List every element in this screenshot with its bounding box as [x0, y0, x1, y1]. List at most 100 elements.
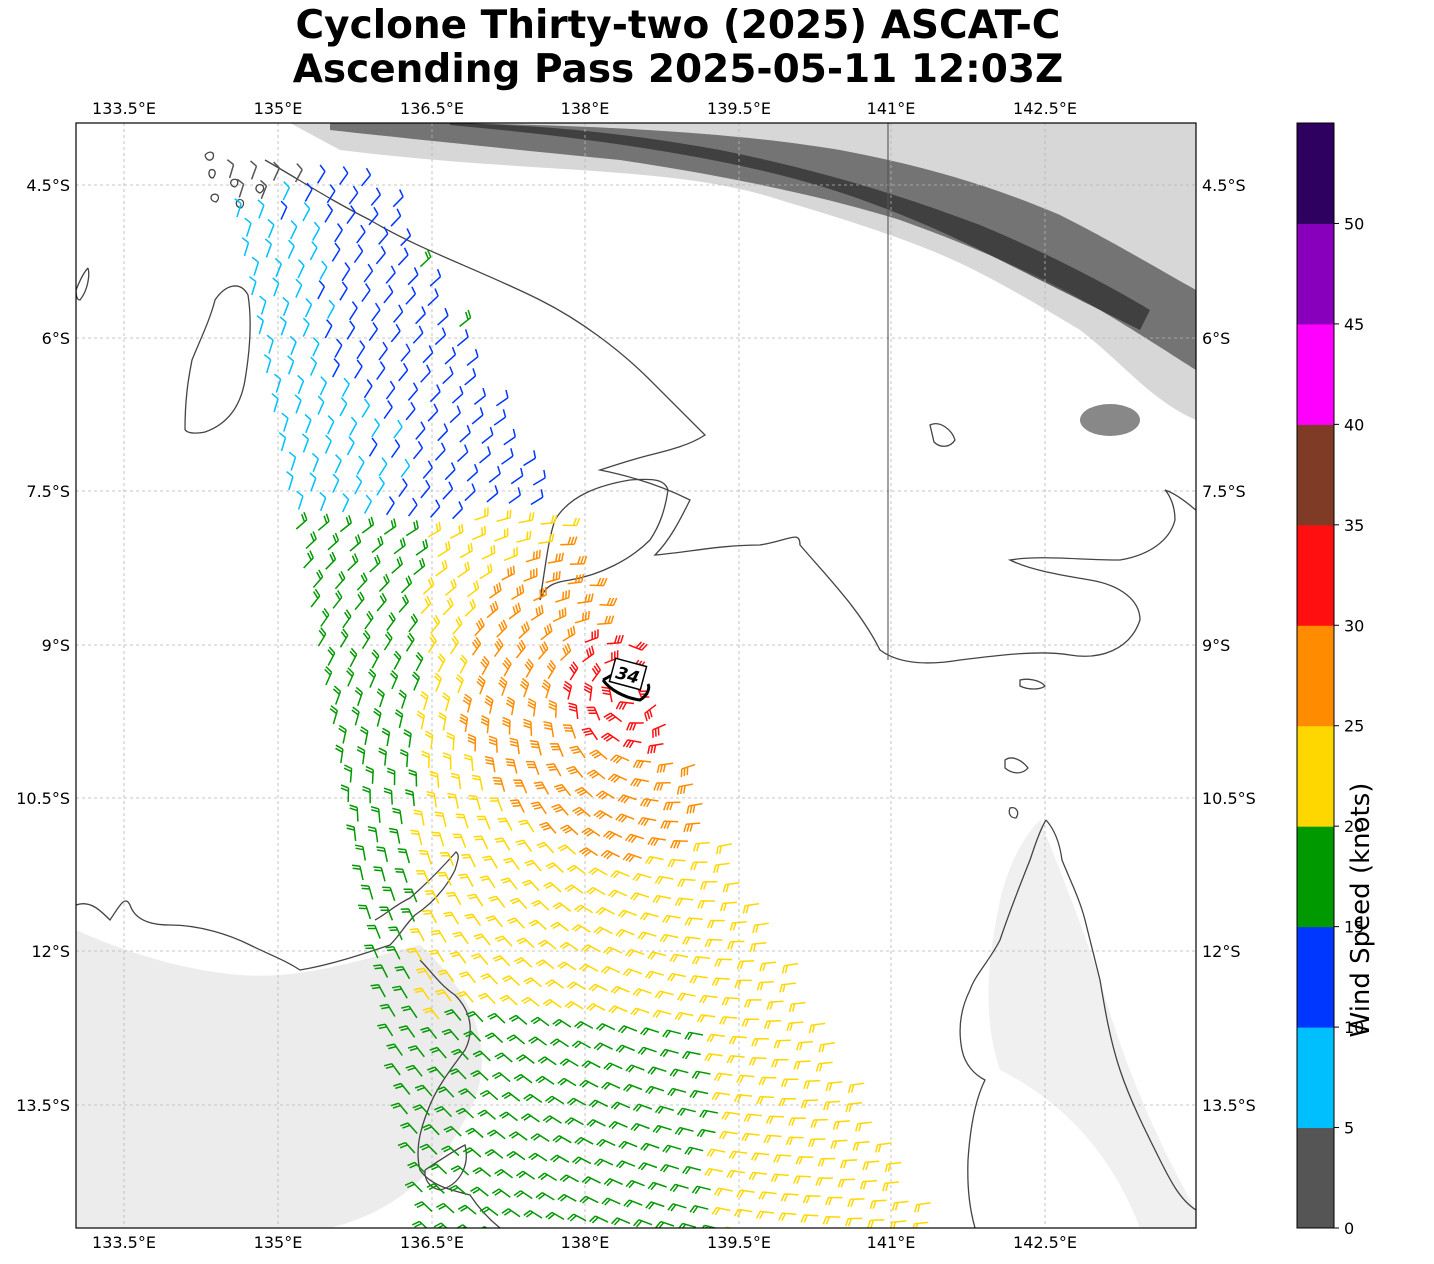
- wind-barb: [324, 319, 333, 339]
- wind-barb: [748, 1057, 767, 1066]
- wind-barb: [533, 586, 547, 602]
- wind-barb: [559, 1058, 579, 1067]
- wind-barb: [338, 166, 349, 186]
- wind-barb: [409, 927, 425, 942]
- wind-barb: [301, 433, 310, 453]
- wind-barb: [484, 755, 496, 773]
- wind-barb: [662, 914, 681, 924]
- wind-barb: [582, 645, 595, 663]
- wind-barb: [367, 825, 379, 843]
- wind-barb: [728, 1035, 747, 1045]
- wind-barb: [437, 540, 451, 558]
- wind-barb: [581, 727, 599, 741]
- wind-barb: [644, 704, 657, 722]
- wind-barb: [371, 418, 381, 438]
- wind-barb: [543, 1232, 561, 1239]
- wind-barb: [676, 992, 696, 1002]
- wind-barb: [422, 460, 433, 479]
- wind-barb: [736, 1074, 755, 1084]
- wind-barb: [427, 521, 442, 538]
- wind-barb: [630, 1122, 650, 1132]
- wind-barb: [482, 855, 498, 869]
- wind-barb: [619, 1257, 637, 1264]
- wind-barb: [437, 871, 452, 886]
- wind-barb: [393, 419, 403, 439]
- lon-tick-top: 141°E: [867, 99, 916, 118]
- wind-barb: [569, 661, 579, 681]
- wind-barb: [726, 1169, 746, 1179]
- wind-barb: [466, 463, 479, 482]
- wind-barb: [250, 160, 258, 180]
- wind-barb: [290, 220, 298, 240]
- wind-barb: [472, 525, 486, 541]
- wind-barb: [691, 1185, 711, 1195]
- wind-barb: [489, 797, 503, 812]
- wind-barb: [696, 1128, 716, 1138]
- wind-barb: [421, 750, 430, 769]
- wind-barb: [354, 359, 363, 379]
- wind-barb: [689, 1089, 709, 1099]
- wind-barb: [780, 1078, 799, 1088]
- wind-barb: [368, 206, 379, 226]
- wind-barb: [324, 203, 334, 223]
- wind-barb: [342, 609, 352, 629]
- wind-barb: [583, 682, 593, 701]
- wind-barb: [575, 1254, 593, 1261]
- wind-barb: [734, 979, 752, 989]
- wind-barb: [346, 667, 355, 687]
- wind-barb: [515, 1170, 536, 1180]
- wind-barb: [286, 471, 294, 491]
- wind-barb: [793, 1060, 811, 1070]
- wind-barb: [567, 574, 585, 585]
- wind-barb: [450, 1165, 470, 1176]
- wind-barb: [743, 1113, 762, 1123]
- colorbar-bin: [1297, 223, 1334, 325]
- wind-barb: [327, 646, 336, 666]
- wind-barb: [434, 442, 446, 461]
- lon-tick-bottom: 139.5°E: [707, 1233, 771, 1252]
- wind-barb: [366, 924, 381, 939]
- wind-barb: [267, 218, 275, 239]
- lat-tick-left: 4.5°S: [26, 176, 70, 195]
- wind-barb: [451, 385, 464, 404]
- wind-barb: [607, 773, 628, 783]
- wind-barb: [669, 1068, 689, 1077]
- wind-barb: [278, 432, 287, 452]
- wind-barb: [272, 161, 281, 181]
- wind-barb: [398, 1025, 416, 1038]
- wind-barb: [509, 799, 525, 813]
- wind-barb: [461, 853, 476, 868]
- wind-barb: [493, 638, 504, 658]
- wind-barb: [368, 437, 378, 457]
- wind-barb: [398, 478, 408, 498]
- wind-barb: [256, 315, 265, 335]
- wind-barb: [493, 409, 507, 426]
- wind-barb: [559, 941, 579, 952]
- wind-barb: [574, 1020, 594, 1030]
- colorbar-title: Wind Speed (knots): [1346, 782, 1376, 1038]
- wind-barb: [376, 361, 386, 381]
- terrain-australia: [76, 930, 482, 1228]
- lon-tick-bottom: 142.5°E: [1013, 1233, 1077, 1252]
- wind-barb: [379, 1003, 396, 1017]
- wind-barb: [536, 841, 555, 854]
- wind-barb: [603, 946, 623, 955]
- wind-barb: [381, 727, 391, 747]
- wind-barb: [464, 483, 476, 502]
- wind-barb: [608, 1121, 628, 1130]
- wind-barb: [376, 476, 385, 496]
- wind-barb: [707, 919, 725, 929]
- wind-barb: [412, 325, 424, 344]
- wind-barb: [632, 759, 652, 769]
- wind-barb: [487, 1246, 505, 1254]
- wind-barb: [653, 1241, 671, 1248]
- lat-tick-labels-left: 4.5°S 6°S 7.5°S 9°S 10.5°S 12°S 13.5°S: [16, 176, 70, 1115]
- wind-barb: [617, 909, 637, 918]
- wind-barb: [625, 833, 645, 844]
- colorbar-bin: [1297, 1027, 1334, 1129]
- wind-barb: [652, 894, 672, 904]
- wind-barb: [552, 1135, 572, 1144]
- wind-barb: [711, 1091, 731, 1101]
- lon-tick-bottom: 135°E: [254, 1233, 303, 1252]
- wind-barb: [537, 1172, 557, 1182]
